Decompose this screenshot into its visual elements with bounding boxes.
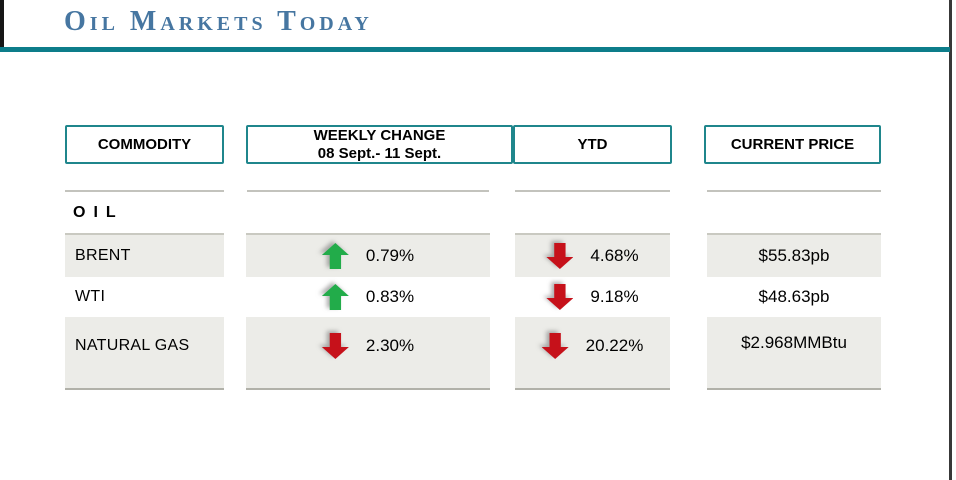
commodity-label: NATURAL GAS	[75, 337, 190, 354]
down-arrow-icon	[546, 243, 574, 269]
commodity-label: BRENT	[75, 247, 131, 264]
ytd-value: 4.68%	[590, 246, 639, 265]
separator-current-price	[707, 190, 881, 192]
header-ytd: YTD	[513, 125, 672, 164]
right-edge-bar	[949, 0, 952, 480]
cell-brent-commodity: BRENT	[65, 233, 224, 277]
header-current-price: CURRENT PRICE	[704, 125, 881, 164]
cell-wti-commodity: WTI	[65, 277, 224, 317]
header-commodity: COMMODITY	[65, 125, 224, 164]
cell-wti-ytd: 9.18%	[515, 277, 670, 317]
cell-natural-gas-weekly-change: 2.30%	[246, 317, 490, 390]
header-commodity-label: COMMODITY	[97, 135, 192, 153]
change-group: 4.68%	[546, 243, 639, 269]
header-ytd-label: YTD	[577, 135, 608, 153]
separator-weekly-change	[247, 190, 489, 192]
current-price-value: $48.63pb	[758, 287, 830, 306]
cell-brent-weekly-change: 0.79%	[246, 233, 490, 277]
weekly-change-value: 2.30%	[365, 336, 415, 355]
weekly-change-value: 0.83%	[365, 287, 415, 306]
up-arrow-icon	[321, 243, 349, 269]
title-rule	[0, 47, 950, 52]
change-group: 2.30%	[321, 333, 415, 359]
current-price-value: $2.968MMBtu	[741, 333, 847, 352]
header-weekly-change: WEEKLY CHANGE 08 Sept.- 11 Sept.	[246, 125, 513, 164]
commodity-label: WTI	[75, 288, 106, 305]
separator-ytd	[515, 190, 670, 192]
change-group: 20.22%	[541, 333, 644, 359]
page-title: Oil Markets Today	[64, 6, 373, 37]
separator-commodity	[65, 190, 224, 192]
down-arrow-icon	[321, 333, 349, 359]
cell-brent-ytd: 4.68%	[515, 233, 670, 277]
ytd-value: 20.22%	[585, 336, 644, 355]
header-current-price-label: CURRENT PRICE	[730, 135, 855, 153]
cell-wti-weekly-change: 0.83%	[246, 277, 490, 317]
change-group: 0.79%	[321, 243, 415, 269]
change-group: 9.18%	[546, 284, 639, 310]
cell-natural-gas-current-price: $2.968MMBtu	[707, 317, 881, 390]
weekly-change-value: 0.79%	[365, 246, 415, 265]
up-arrow-icon	[321, 284, 349, 310]
section-label-oil: OIL	[73, 204, 124, 221]
change-group: 0.83%	[321, 284, 415, 310]
cell-wti-current-price: $48.63pb	[707, 277, 881, 317]
header-weekly-change-dates: 08 Sept.- 11 Sept.	[317, 144, 442, 162]
cell-brent-current-price: $55.83pb	[707, 233, 881, 277]
cell-natural-gas-commodity: NATURAL GAS	[65, 317, 224, 390]
current-price-value: $55.83pb	[758, 246, 830, 265]
cell-natural-gas-ytd: 20.22%	[515, 317, 670, 390]
header-weekly-change-label: WEEKLY CHANGE	[313, 126, 446, 144]
ytd-value: 9.18%	[590, 287, 639, 306]
down-arrow-icon	[546, 284, 574, 310]
down-arrow-icon	[541, 333, 569, 359]
left-edge-bar	[0, 0, 4, 47]
